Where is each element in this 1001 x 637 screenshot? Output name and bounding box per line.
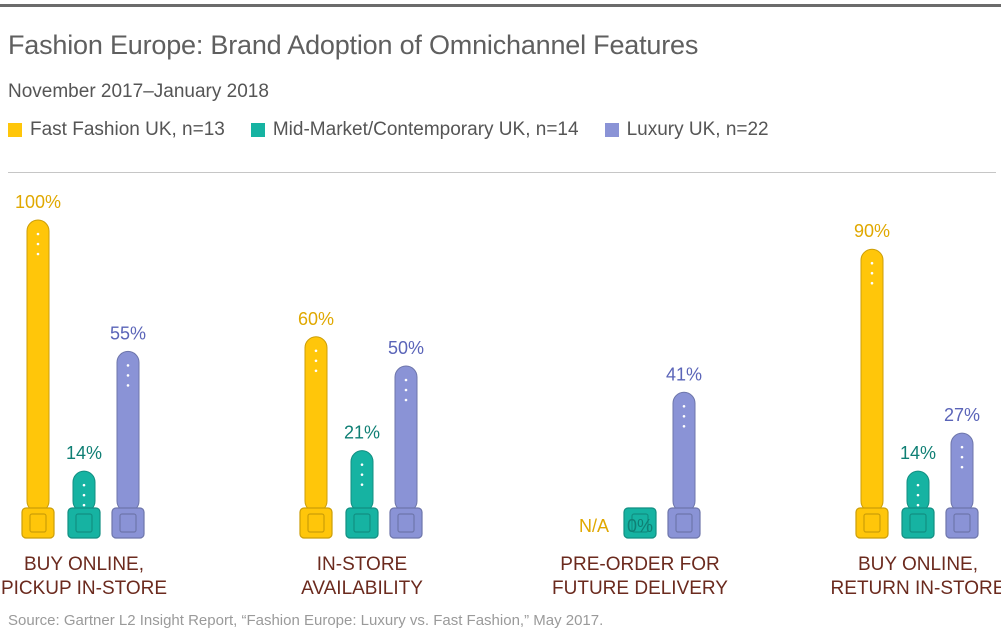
bar-hole — [36, 242, 40, 246]
legend-label-luxury: Luxury UK, n=22 — [626, 119, 769, 140]
chart-title: Fashion Europe: Brand Adoption of Omnich… — [8, 30, 699, 60]
bar-hole — [314, 369, 318, 373]
bar-hole — [916, 503, 920, 507]
bar-hole — [82, 493, 86, 497]
bar-hole — [82, 503, 86, 507]
bar — [672, 391, 696, 513]
legend: Fast Fashion UK, n=13 Mid-Market/Contemp… — [8, 119, 795, 141]
bar-buckle-loop — [75, 513, 93, 533]
bar-buckle-loop — [397, 513, 415, 533]
header-divider — [8, 172, 996, 173]
bar — [26, 219, 50, 513]
data-label: N/A — [579, 516, 609, 536]
bar-buckle — [345, 507, 379, 539]
data-label: 60% — [298, 309, 334, 329]
bar-buckle-loop — [631, 513, 649, 533]
bar-buckle — [67, 507, 101, 539]
bar-buckle-loop — [119, 513, 137, 533]
bar-hole — [916, 483, 920, 487]
legend-item-luxury: Luxury UK, n=22 — [604, 119, 769, 141]
bar-buckle-loop — [29, 513, 47, 533]
bar-hole — [360, 483, 364, 486]
bar-buckle-loop — [909, 513, 927, 533]
legend-label-mid-market: Mid-Market/Contemporary UK, n=14 — [272, 119, 579, 140]
bar-hole — [870, 271, 874, 275]
bar-hole — [916, 493, 920, 497]
bar-hole — [82, 483, 86, 487]
bar-hole — [682, 414, 686, 418]
data-label: 41% — [666, 364, 702, 384]
bar-buckle-loop — [353, 513, 371, 533]
bar-buckle — [299, 507, 333, 539]
bar-hole — [960, 465, 964, 469]
bar-hole — [360, 463, 364, 466]
bar — [304, 336, 328, 513]
data-label: 55% — [110, 323, 146, 343]
bar-hole — [126, 374, 130, 377]
bar-hole — [360, 473, 364, 476]
category-label: BUY ONLINE, — [24, 554, 144, 575]
category-label: PRE-ORDER FOR — [560, 554, 719, 575]
legend-item-mid-market: Mid-Market/Contemporary UK, n=14 — [250, 119, 579, 141]
bar-buckle — [389, 507, 423, 539]
legend-swatch-luxury — [604, 123, 619, 137]
bar-hole — [404, 378, 408, 382]
bar-hole — [960, 445, 964, 449]
bar — [394, 365, 418, 513]
legend-item-fast-fashion: Fast Fashion UK, n=13 — [8, 119, 225, 141]
source-note: Source: Gartner L2 Insight Report, “Fash… — [8, 612, 604, 629]
bar-hole — [314, 349, 318, 353]
bar-hole — [404, 398, 408, 402]
bar-hole — [682, 404, 686, 408]
data-label: 100% — [15, 192, 61, 212]
data-label: 27% — [944, 405, 980, 425]
bar-hole — [870, 261, 874, 265]
chart-subtitle: November 2017–January 2018 — [8, 81, 269, 102]
data-label: 90% — [854, 221, 890, 241]
bar-hole — [960, 455, 964, 459]
bar-hole — [36, 232, 40, 236]
bar-hole — [314, 359, 318, 363]
bar-buckle — [111, 507, 145, 539]
bar-buckle — [855, 507, 889, 539]
bar-buckle — [901, 507, 935, 539]
bar-buckle — [945, 507, 979, 539]
bar-buckle — [667, 507, 701, 539]
top-rule — [0, 4, 1001, 7]
category-label: BUY ONLINE, — [858, 554, 978, 575]
bar-buckle-loop — [953, 513, 971, 533]
bar — [950, 432, 974, 513]
bar-hole — [126, 384, 130, 387]
bar-hole — [682, 424, 686, 428]
legend-swatch-mid-market — [250, 123, 265, 137]
data-label: 0% — [627, 516, 653, 536]
category-label: RETURN IN-STORE — [831, 578, 1001, 599]
bar-hole — [36, 252, 40, 256]
bar — [860, 248, 884, 513]
legend-swatch-fast-fashion — [8, 123, 22, 137]
bar-hole — [404, 388, 408, 392]
category-label: IN-STORE — [317, 554, 407, 575]
data-label: 21% — [344, 423, 380, 443]
bar-buckle-loop — [863, 513, 881, 533]
bar-buckle — [21, 507, 55, 539]
legend-label-fast-fashion: Fast Fashion UK, n=13 — [30, 119, 225, 140]
data-label: 14% — [66, 443, 102, 463]
data-label: 14% — [900, 443, 936, 463]
bar-hole — [126, 364, 130, 367]
category-label: PICKUP IN-STORE — [1, 578, 167, 599]
bar — [350, 450, 374, 513]
category-label: FUTURE DELIVERY — [552, 578, 728, 599]
bar-buckle-loop — [675, 513, 693, 533]
category-label: AVAILABILITY — [301, 578, 423, 599]
data-label: 50% — [388, 338, 424, 358]
bar-hole — [870, 281, 874, 285]
bar-buckle-loop — [307, 513, 325, 533]
